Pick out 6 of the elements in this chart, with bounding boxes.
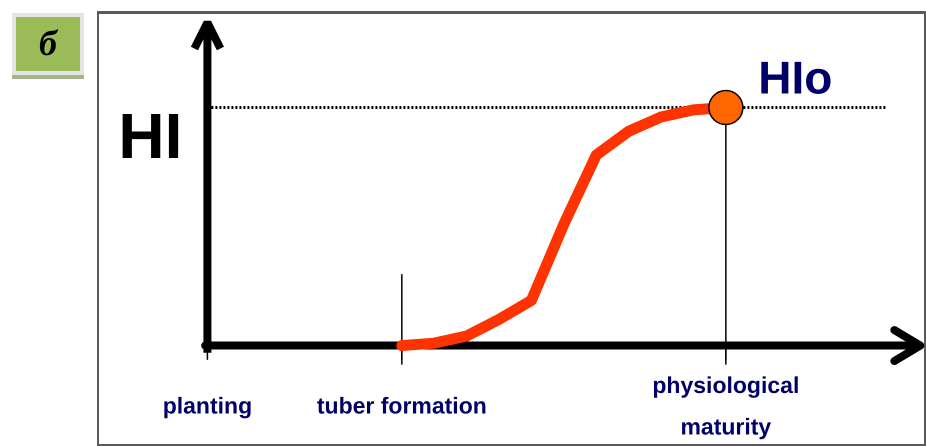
x-tick-label: tuber formation [316,392,487,419]
y-axis-title: HI [118,100,182,172]
ref-line-label: HIo [758,51,832,104]
chart-title: б [12,13,84,75]
x-tick-label: planting [162,392,252,419]
x-tick-label: physiological maturity [652,372,800,440]
